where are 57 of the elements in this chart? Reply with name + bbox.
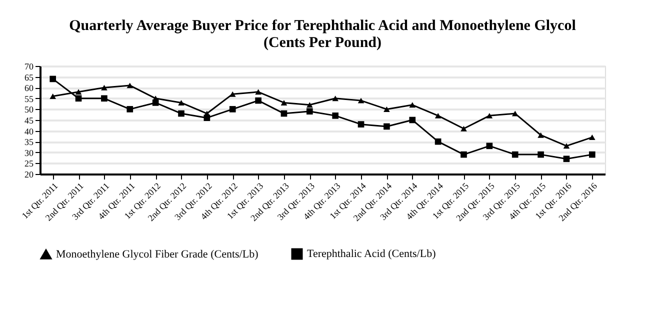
- point: [75, 89, 82, 95]
- point: [486, 142, 493, 150]
- point: [434, 138, 442, 145]
- point: [280, 100, 288, 106]
- point: [229, 106, 236, 112]
- point: [409, 116, 416, 124]
- y-tick-label: 35: [24, 137, 34, 148]
- point: [409, 102, 416, 108]
- point: [588, 151, 596, 158]
- point: [126, 82, 134, 88]
- point: [306, 108, 313, 115]
- point: [101, 84, 108, 90]
- point: [460, 126, 467, 132]
- y-tick-label: 60: [24, 83, 34, 94]
- text: Quarterly Average Buyer Price for Terephthalic Acid and Monoethylene Glycol: [69, 18, 576, 34]
- point: [512, 151, 518, 158]
- legend-label: Terephthalic Acid (Cents/Lb): [307, 248, 436, 260]
- point: [332, 112, 339, 119]
- point: [152, 96, 159, 102]
- point: [255, 97, 262, 104]
- y-tick-label: 50: [24, 104, 34, 115]
- y-tick-label: 25: [24, 158, 34, 169]
- point: [50, 94, 56, 99]
- point: [332, 96, 339, 102]
- point: [75, 95, 82, 102]
- y-tick-label: 55: [24, 94, 34, 104]
- point: [50, 76, 56, 82]
- y-tick-label: 40: [24, 126, 34, 136]
- point: [101, 95, 108, 102]
- point: [434, 112, 442, 118]
- y-tick-label: 70: [24, 62, 34, 72]
- point: [178, 110, 184, 117]
- point: [358, 121, 364, 128]
- point: [588, 134, 596, 140]
- point: [126, 106, 134, 112]
- point: [563, 143, 570, 149]
- point: [486, 112, 493, 118]
- y-tick-label: 20: [24, 170, 34, 180]
- point: [538, 151, 544, 158]
- point: [229, 91, 236, 97]
- point: [384, 106, 390, 112]
- point: [384, 123, 390, 130]
- point: [460, 151, 467, 158]
- point: [538, 132, 544, 138]
- point: [512, 110, 518, 116]
- text: (Cents Per Pound): [263, 35, 382, 51]
- point: [306, 102, 313, 108]
- y-tick-label: 45: [24, 116, 34, 126]
- point: [358, 98, 364, 104]
- point: [280, 110, 288, 117]
- y-tick-label: 30: [24, 148, 34, 158]
- point: [204, 110, 210, 116]
- legend-label: Monoethylene Glycol Fiber Grade (Cents/Lb): [56, 248, 259, 260]
- point: [178, 100, 184, 106]
- point: [255, 89, 262, 95]
- point: [563, 156, 570, 162]
- y-tick-label: 65: [24, 72, 34, 82]
